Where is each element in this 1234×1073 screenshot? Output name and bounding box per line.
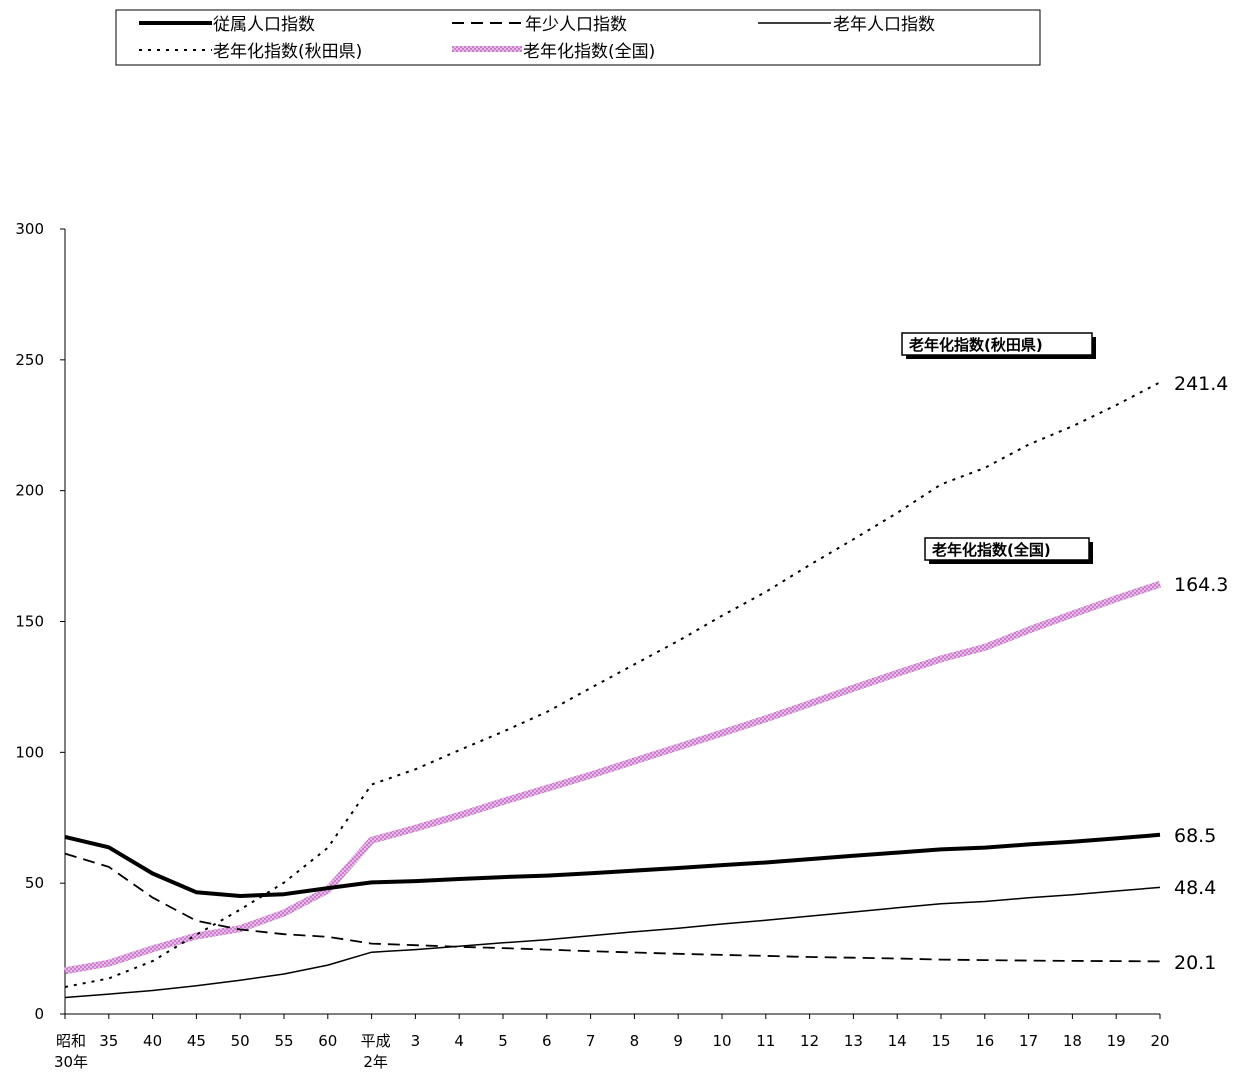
series-elderly <box>64 886 1161 999</box>
end-label-aging-national: 164.3 <box>1174 574 1228 596</box>
x-tick-label: 35 <box>99 1032 118 1050</box>
legend-label-elderly: 老年人口指数 <box>833 15 935 35</box>
annotation-national: 老年化指数(全国) <box>924 537 1093 564</box>
x-tick-label: 10 <box>712 1032 731 1050</box>
y-tick-label: 300 <box>15 220 44 238</box>
series-aging-national <box>64 580 1162 975</box>
series-dependency <box>64 832 1161 898</box>
legend-label-aging-akita: 老年化指数(秋田県) <box>213 42 362 62</box>
y-tick-label: 200 <box>15 482 44 500</box>
x-tick-label: 5 <box>498 1032 508 1050</box>
x-tick-label: 30年 <box>54 1053 88 1071</box>
x-tick-label: 15 <box>931 1032 950 1050</box>
x-tick-label: 45 <box>187 1032 206 1050</box>
legend-label-youth: 年少人口指数 <box>525 15 627 35</box>
x-tick-label: 18 <box>1063 1032 1082 1050</box>
x-tick-label: 40 <box>143 1032 162 1050</box>
legend-label-dependency: 従属人口指数 <box>213 15 315 35</box>
x-tick-label: 60 <box>318 1032 337 1050</box>
legend-label-aging-national: 老年化指数(全国) <box>523 42 655 62</box>
x-tick-label: 9 <box>673 1032 683 1050</box>
y-tick-label: 100 <box>15 743 44 761</box>
y-tick-label: 50 <box>25 874 44 892</box>
x-tick-label: 50 <box>231 1032 250 1050</box>
annotation-akita: 老年化指数(秋田県) <box>901 332 1096 359</box>
y-tick-label: 0 <box>34 1005 44 1023</box>
annotation-national-text: 老年化指数(全国) <box>931 541 1051 559</box>
x-tick-label: 17 <box>1019 1032 1038 1050</box>
x-tick-label: 3 <box>411 1032 421 1050</box>
annotation-akita-text: 老年化指数(秋田県) <box>908 336 1043 354</box>
x-tick-label: 16 <box>975 1032 994 1050</box>
x-tick-label: 6 <box>542 1032 552 1050</box>
legend-swatch-aging-national <box>452 46 522 52</box>
end-label-youth: 20.1 <box>1174 952 1216 974</box>
legend-box <box>115 9 1041 66</box>
x-tick-label: 平成 <box>361 1032 391 1050</box>
legend: 従属人口指数 年少人口指数 老年人口指数 老年化指数(秋田県) 老年化指数(全国… <box>115 9 1041 66</box>
end-label-elderly: 48.4 <box>1174 877 1216 899</box>
y-ticks: 0 50 100 150 200 250 300 <box>15 220 65 1023</box>
x-tick-label: 14 <box>888 1032 907 1050</box>
series-youth <box>64 852 1161 963</box>
y-tick-label: 150 <box>15 613 44 631</box>
y-tick-label: 250 <box>15 351 44 369</box>
x-tick-label: 55 <box>274 1032 293 1050</box>
x-tick-label: 12 <box>800 1032 819 1050</box>
x-tick-label: 11 <box>756 1032 775 1050</box>
x-tick-label: 7 <box>586 1032 596 1050</box>
series-layer <box>64 381 1162 999</box>
end-label-aging-akita: 241.4 <box>1174 373 1228 395</box>
x-tick-label: 2年 <box>363 1053 388 1071</box>
x-tick-label: 19 <box>1107 1032 1126 1050</box>
x-tick-label: 8 <box>630 1032 640 1050</box>
x-tick-label: 20 <box>1150 1032 1169 1050</box>
x-tick-label: 13 <box>844 1032 863 1050</box>
x-tick-label: 4 <box>454 1032 464 1050</box>
end-label-dependency: 68.5 <box>1174 825 1216 847</box>
x-tick-label: 昭和 <box>56 1032 86 1050</box>
